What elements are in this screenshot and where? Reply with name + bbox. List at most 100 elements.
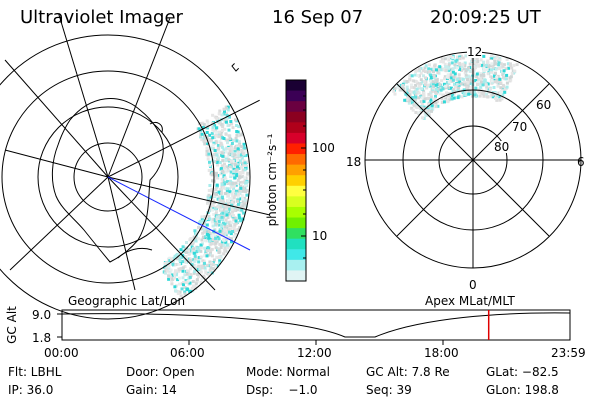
emission-pixel [235, 172, 239, 176]
emission-pixel [493, 74, 496, 78]
emission-pixel [224, 120, 228, 124]
emission-pixel [420, 96, 424, 100]
emission-pixel [479, 72, 482, 76]
emission-pixel [219, 167, 223, 171]
emission-pixel [490, 79, 494, 83]
emission-pixel [440, 79, 444, 83]
emission-pixel [235, 157, 239, 161]
emission-pixel [233, 148, 237, 152]
emission-pixel [450, 61, 454, 65]
emission-pixel [432, 75, 436, 79]
emission-pixel [209, 251, 212, 255]
emission-pixel [221, 125, 225, 129]
emission-pixel [482, 73, 486, 77]
emission-pixel [437, 87, 441, 91]
emission-pixel [243, 179, 247, 183]
emission-pixel [490, 54, 493, 58]
emission-pixel [500, 90, 504, 94]
emission-pixel [486, 82, 490, 86]
emission-pixel [217, 237, 221, 241]
emission-pixel [491, 95, 495, 99]
altitude-tick-max: 9.0 [32, 308, 52, 322]
emission-pixel [459, 82, 463, 86]
emission-pixel [212, 217, 216, 221]
emission-pixel [238, 216, 242, 220]
colorbar-cell [286, 206, 306, 219]
emission-pixel [434, 77, 438, 80]
emission-pixel [191, 280, 195, 284]
emission-pixel [232, 226, 236, 230]
emission-pixel [453, 72, 457, 76]
emission-pixel [393, 92, 397, 96]
emission-pixel [213, 235, 217, 239]
emission-pixel [208, 184, 212, 187]
emission-pixel [430, 108, 434, 112]
emission-pixel [218, 259, 222, 263]
emission-pixel [226, 124, 230, 127]
emission-pixel [235, 130, 239, 133]
emission-pixel [203, 219, 207, 223]
emission-pixel [231, 148, 235, 152]
emission-pixel [416, 81, 420, 85]
emission-pixel [422, 89, 426, 93]
emission-pixel [219, 189, 223, 193]
emission-pixel [237, 192, 241, 196]
emission-pixel [192, 251, 196, 255]
emission-pixel [228, 149, 232, 153]
emission-pixel [226, 108, 230, 112]
emission-pixel [447, 63, 451, 67]
emission-pixel [205, 254, 209, 258]
emission-pixel [408, 77, 412, 81]
emission-pixel [429, 68, 433, 72]
emission-pixel [244, 204, 248, 208]
emission-pixel [166, 269, 170, 273]
emission-pixel [420, 106, 424, 110]
emission-pixel [228, 179, 232, 183]
emission-pixel [220, 145, 224, 149]
geographic-map [0, 7, 271, 320]
emission-pixel [173, 263, 177, 267]
altitude-plot [57, 309, 571, 345]
info-glat: GLat: −82.5 [486, 365, 559, 379]
emission-pixel [217, 112, 221, 116]
emission-pixel [211, 113, 215, 117]
emission-pixel [189, 242, 193, 246]
emission-pixel [463, 64, 467, 67]
emission-pixel [417, 96, 421, 100]
emission-pixel [460, 95, 464, 99]
emission-pixel [223, 214, 227, 217]
emission-pixel [215, 218, 219, 222]
emission-pixel [238, 226, 242, 230]
emission-pixel [242, 145, 246, 149]
emission-pixel [211, 199, 215, 203]
emission-pixel [418, 110, 422, 114]
emission-pixel [421, 116, 425, 120]
emission-pixel [410, 101, 414, 105]
emission-pixel [199, 255, 203, 259]
time-tick-0600: 06:00 [170, 346, 205, 360]
emission-pixel [230, 203, 234, 207]
colorbar-cell [286, 80, 306, 92]
emission-pixel [214, 188, 218, 191]
emission-pixel [218, 161, 222, 164]
emission-pixel [184, 255, 188, 259]
emission-pixel [195, 237, 199, 241]
geo-panel-label: Geographic Lat/Lon [68, 294, 186, 308]
emission-pixel [224, 170, 228, 174]
emission-pixel [230, 185, 234, 189]
emission-pixel [208, 163, 212, 167]
emission-pixel [193, 229, 197, 233]
emission-pixel [228, 165, 232, 169]
emission-pixel [234, 234, 238, 238]
emission-pixel [416, 106, 420, 110]
emission-pixel [226, 201, 230, 205]
info-flt: Flt: LBHL [8, 365, 62, 379]
emission-pixel [223, 110, 226, 114]
emission-pixel [212, 258, 216, 262]
emission-pixel [422, 117, 426, 120]
emission-pixel [241, 189, 245, 193]
emission-pixel [496, 84, 500, 88]
emission-pixel [239, 186, 243, 190]
emission-pixel [229, 170, 233, 174]
emission-pixel [181, 266, 185, 270]
